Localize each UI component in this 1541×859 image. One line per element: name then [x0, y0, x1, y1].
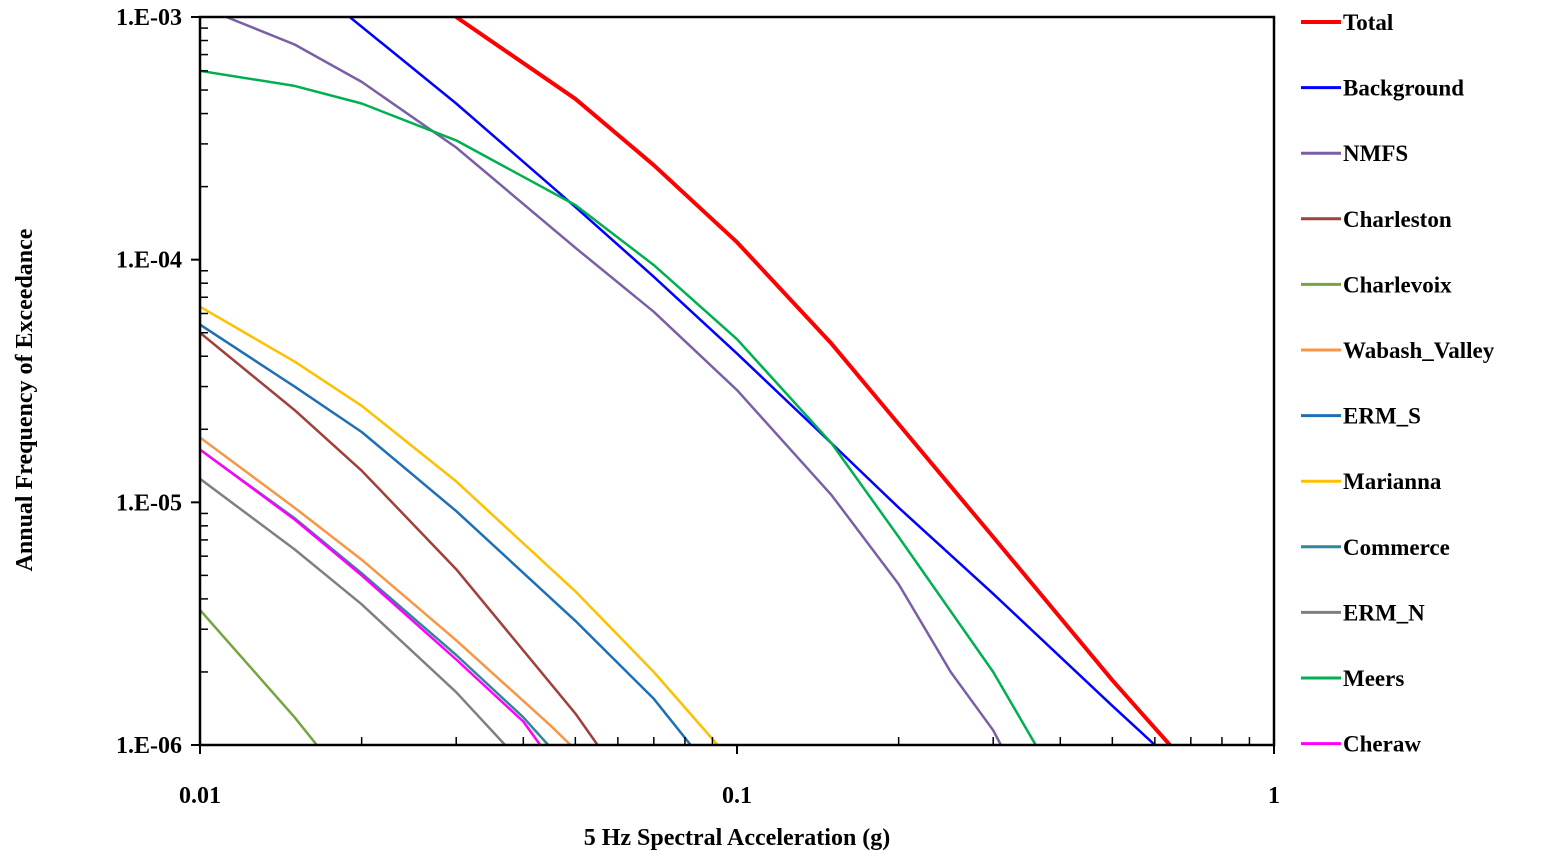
legend-label: Wabash_Valley	[1343, 338, 1495, 363]
series-line-erm-n	[200, 477, 507, 745]
series-line-total	[454, 17, 1172, 745]
legend-item-nmfs: NMFS	[1301, 141, 1408, 166]
series-line-cheraw	[200, 448, 542, 745]
legend-label: ERM_N	[1343, 600, 1425, 625]
legend-item-charlevoix: Charlevoix	[1301, 272, 1452, 297]
x-axis-title: 5 Hz Spectral Acceleration (g)	[584, 825, 891, 851]
legend-item-wabash-valley: Wabash_Valley	[1301, 338, 1495, 363]
legend-label: Background	[1343, 76, 1464, 101]
x-tick-label: 0.1	[722, 783, 752, 809]
x-tick-label: 1	[1268, 783, 1280, 809]
legend-label: Commerce	[1343, 535, 1450, 560]
series-line-meers	[200, 69, 1037, 745]
series-line-charleston	[200, 331, 599, 745]
legend-label: Total	[1343, 10, 1393, 35]
series-line-nmfs	[225, 17, 1003, 745]
legend-label: Cheraw	[1343, 732, 1421, 757]
legend-item-total: Total	[1301, 10, 1393, 35]
legend: Total Background NMFS Charleston Charlevoix W…	[1301, 10, 1495, 757]
series-line-erm-s	[200, 323, 692, 745]
series-line-commerce	[200, 448, 550, 745]
y-tick-label: 1.E-05	[116, 490, 182, 516]
legend-item-meers: Meers	[1301, 666, 1404, 691]
y-tick-label: 1.E-04	[116, 248, 182, 274]
legend-item-erm-s: ERM_S	[1301, 404, 1421, 429]
y-tick-label: 1.E-06	[116, 733, 182, 759]
legend-item-background: Background	[1301, 76, 1464, 101]
x-tick-label: 0.01	[179, 783, 221, 809]
legend-label: ERM_S	[1343, 404, 1421, 429]
series-line-wabash-valley	[200, 436, 572, 745]
y-tick-label: 1.E-03	[116, 5, 182, 31]
legend-label: Meers	[1343, 666, 1404, 691]
legend-label: Marianna	[1343, 469, 1442, 494]
axis-tick-labels: 0.01 0.1 1 1.E-06 1.E-05 1.E-04 1.E-03	[116, 5, 1280, 809]
legend-item-charleston: Charleston	[1301, 207, 1452, 232]
series-line-charlevoix	[200, 608, 319, 745]
plot-lines	[200, 17, 1172, 745]
series-line-background	[348, 17, 1157, 745]
series-line-marianna	[200, 305, 719, 745]
legend-label: Charlevoix	[1343, 272, 1452, 297]
legend-item-commerce: Commerce	[1301, 535, 1450, 560]
legend-item-marianna: Marianna	[1301, 469, 1442, 494]
plot-frame	[198, 15, 1276, 747]
y-axis-title: Annual Frequency of Exceedance	[12, 228, 38, 571]
axis-ticks	[191, 16, 1275, 754]
legend-item-erm-n: ERM_N	[1301, 600, 1425, 625]
legend-item-cheraw: Cheraw	[1301, 732, 1421, 757]
legend-label: Charleston	[1343, 207, 1452, 232]
legend-label: NMFS	[1343, 141, 1408, 166]
